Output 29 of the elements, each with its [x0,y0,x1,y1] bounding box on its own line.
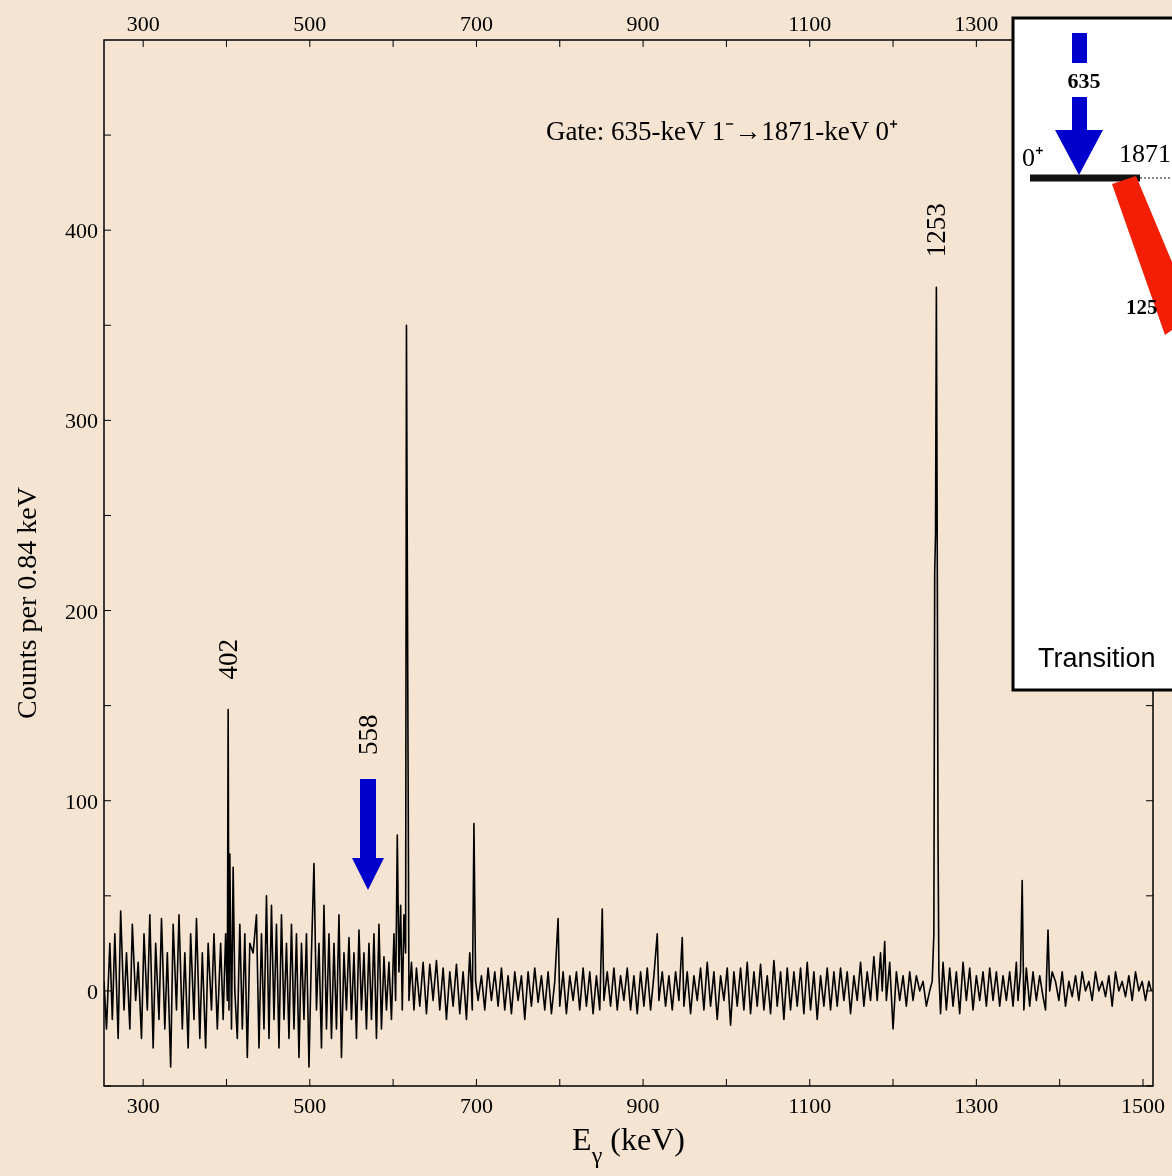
x2-tick-label: 900 [626,11,660,36]
y-axis-title: Counts per 0.84 keV [11,487,42,719]
x2-tick-label: 1100 [788,11,832,36]
annotation: 125 [1126,295,1158,319]
annotation: 402 [213,638,244,680]
x2-tick-label: 1300 [954,11,999,36]
x-tick-label: 1300 [954,1093,999,1118]
x-tick-label: 500 [293,1093,327,1118]
annotation: 0⁺ [1022,143,1044,172]
x2-tick-label: 700 [459,11,493,36]
annotation: Transition [1038,643,1156,673]
x-tick-label: 700 [459,1093,493,1118]
annotation: 558 [353,714,383,755]
x-axis-title: E$_{γ}$ (keV) [572,1121,685,1168]
y-tick-label: 400 [65,218,98,244]
y-tick-label: 0 [87,978,98,1004]
x-tick-label: 900 [626,1093,660,1118]
annotation: 1253 [921,203,952,258]
x-tick-label: 1100 [788,1093,832,1118]
y-tick-label: 200 [65,598,98,624]
y-tick-label: 300 [65,408,98,434]
x-tick-label: 1500 [1121,1093,1165,1118]
annotation: 1871 [1119,139,1171,168]
x-tick-label: 300 [126,1093,160,1118]
annotation: Gate: 635-keV 1⁻→1871-keV 0⁺ [545,116,899,146]
x2-tick-label: 300 [126,11,160,36]
x2-tick-label: 500 [293,11,327,36]
y-tick-label: 100 [65,788,98,814]
annotation: 635 [1067,68,1101,93]
